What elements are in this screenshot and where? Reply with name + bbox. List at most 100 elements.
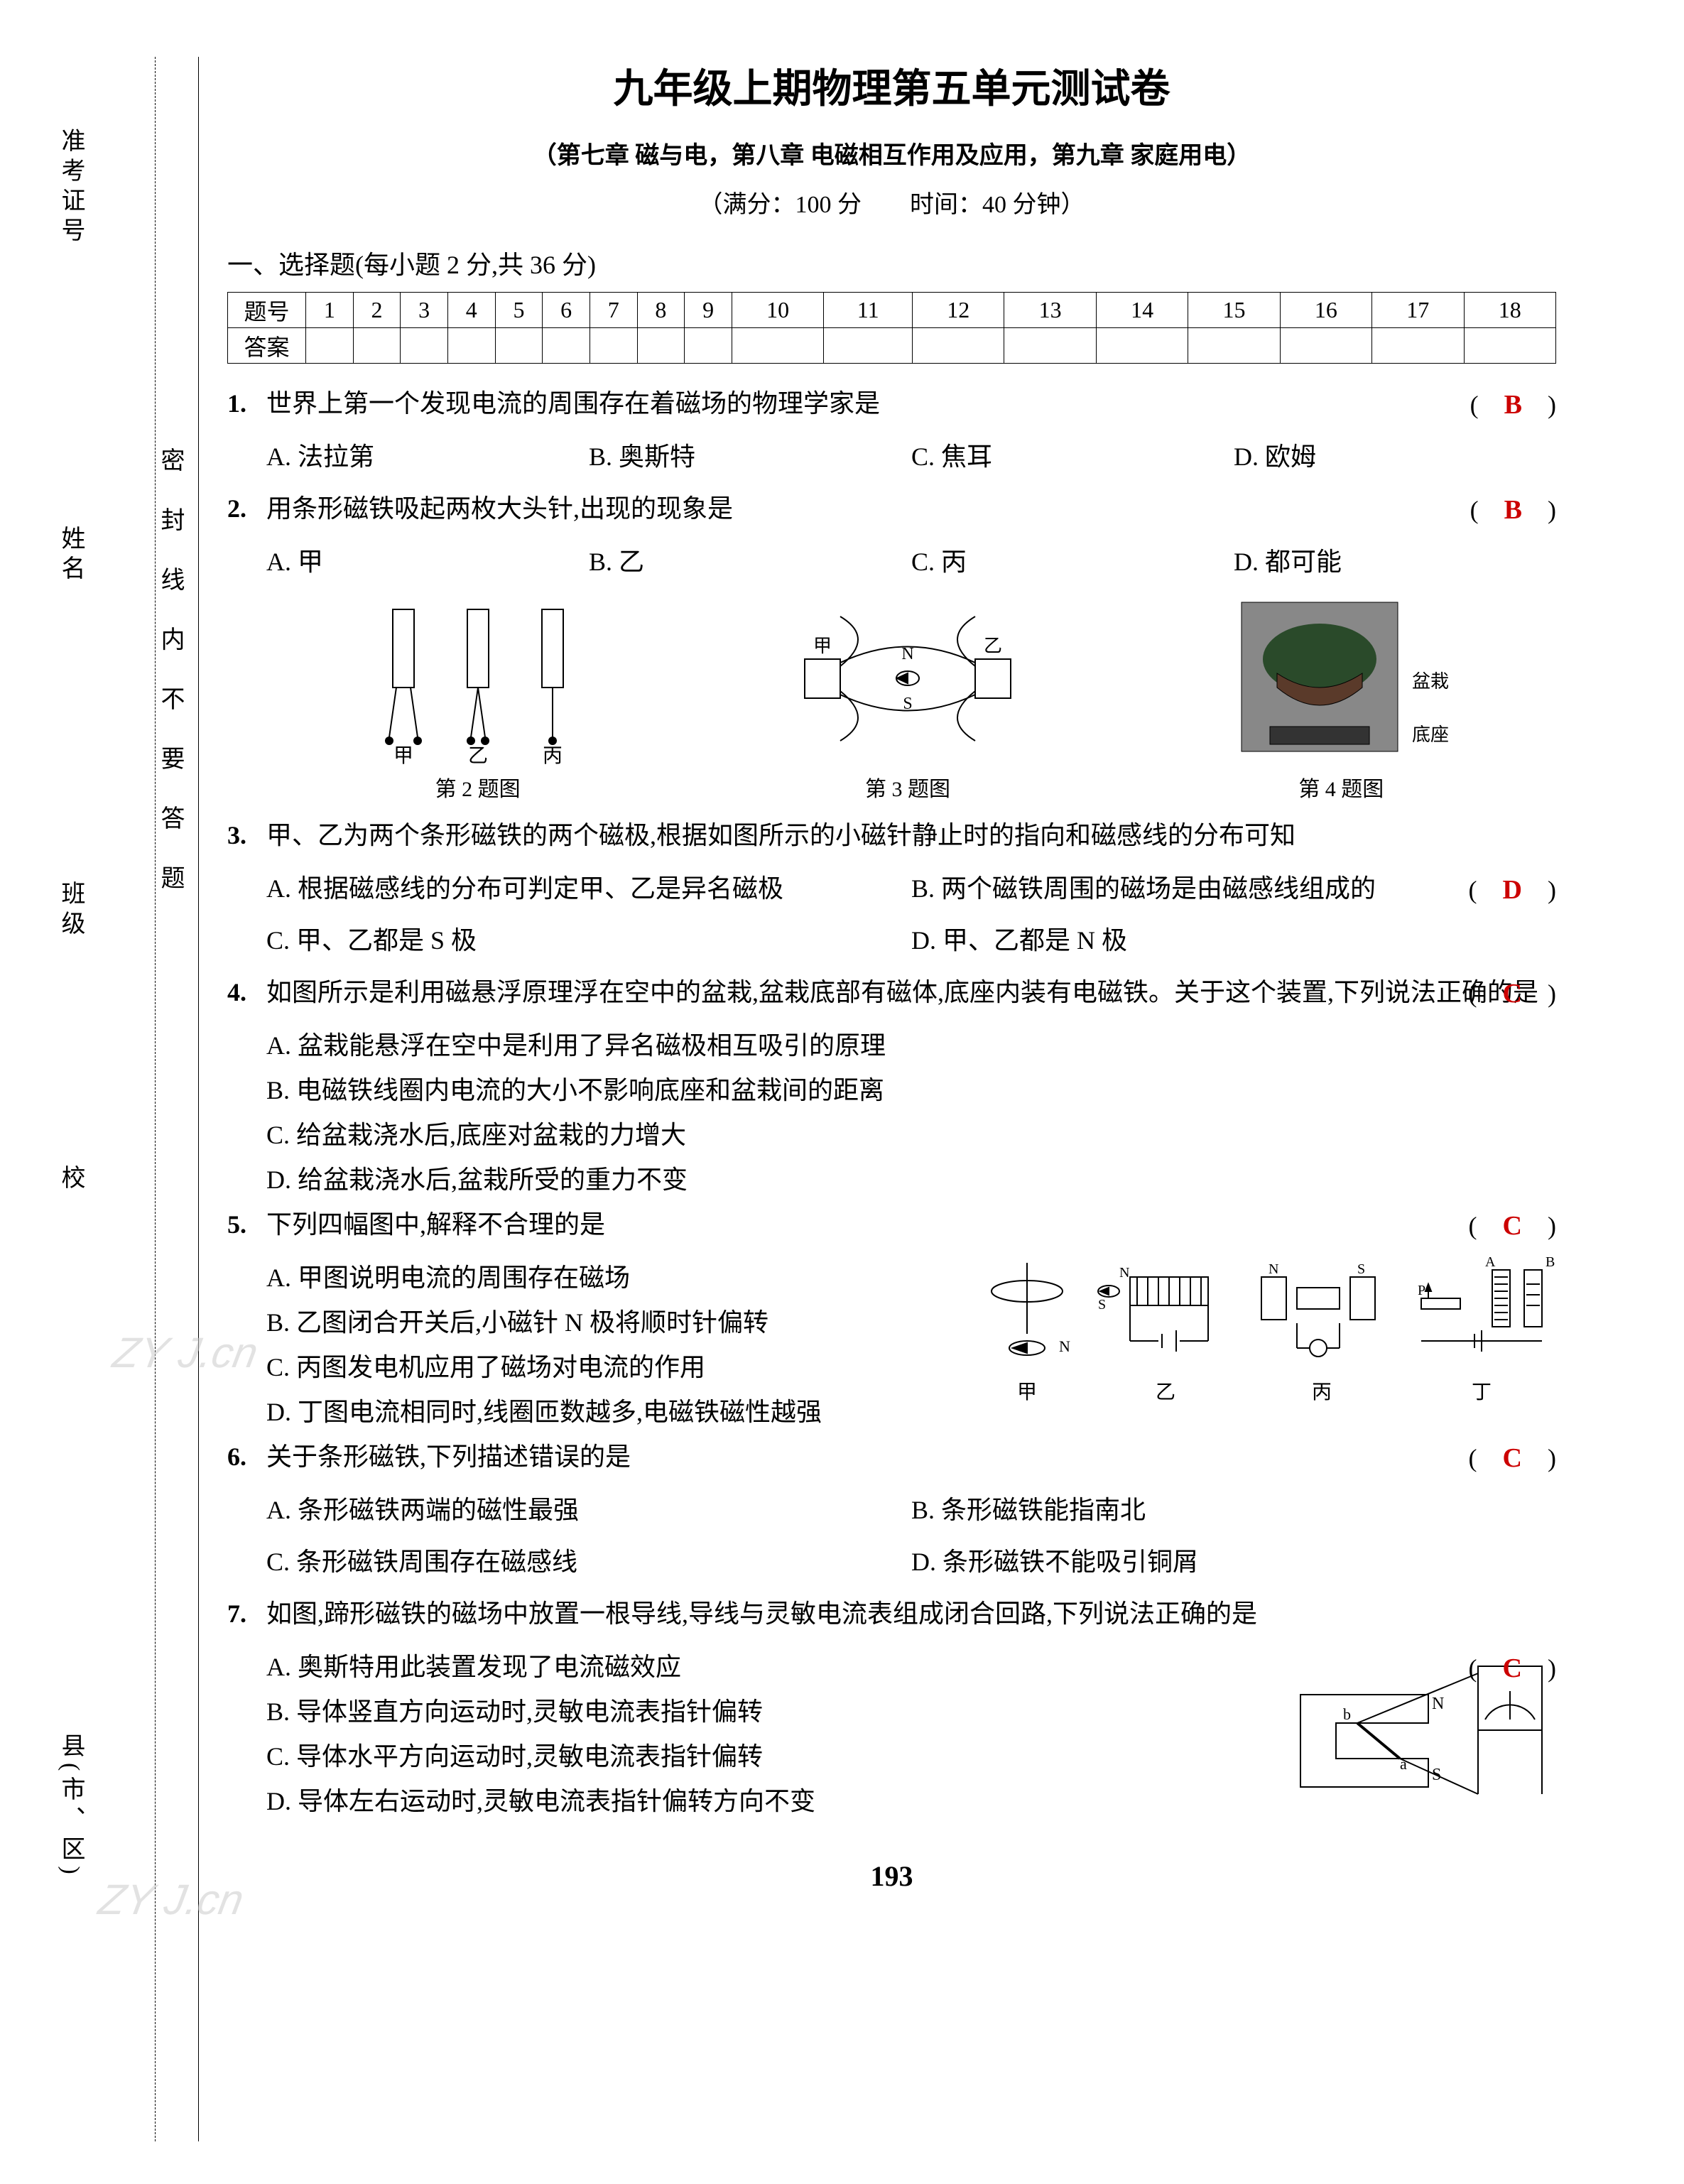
table-cell	[824, 328, 913, 364]
question-num: 5.	[227, 1202, 246, 1247]
question-num: 1.	[227, 381, 246, 426]
answer-letter: B	[1504, 495, 1522, 525]
table-cell: 17	[1372, 293, 1464, 328]
option-c: C. 给盆栽浇水后,底座对盆栽的力增大	[227, 1113, 1556, 1158]
svg-text:N: N	[1059, 1337, 1070, 1355]
fig-label: 甲	[977, 1376, 1077, 1405]
option-b: B. 电磁铁线圈内电流的大小不影响底座和盆栽间的距离	[227, 1068, 1556, 1113]
svg-text:B: B	[1546, 1256, 1555, 1270]
svg-text:乙: 乙	[984, 636, 1002, 656]
fig-label: 丙	[1254, 1376, 1389, 1405]
answer-letter: C	[1503, 979, 1522, 1009]
table-cell	[1096, 328, 1188, 364]
question-4: 4. 如图所示是利用磁悬浮原理浮在空中的盆栽,盆栽底部有磁体,底座内装有电磁铁。…	[227, 970, 1556, 1015]
figure-caption: 第 4 题图	[1227, 771, 1455, 803]
question-text: 世界上第一个发现电流的周围存在着磁场的物理学家是	[266, 389, 880, 418]
table-cell	[590, 328, 637, 364]
svg-text:乙: 乙	[468, 745, 488, 766]
levitating-plant-icon: 盆栽 底座	[1227, 595, 1455, 766]
table-cell: 5	[495, 293, 543, 328]
answer-paren: ( C )	[1469, 1202, 1556, 1250]
figure-caption: 第 3 题图	[791, 771, 1025, 803]
svg-text:N: N	[901, 645, 913, 663]
question-6: 6. 关于条形磁铁,下列描述错误的是 ( C )	[227, 1435, 1556, 1479]
answer-paren: ( B )	[1470, 381, 1556, 429]
fig-label: 乙	[1094, 1376, 1237, 1405]
table-cell	[447, 328, 495, 364]
magnet-pins-icon: 甲 乙 丙	[368, 595, 588, 766]
generator-icon: NS	[1254, 1256, 1389, 1376]
electromagnet-icon: A B P	[1407, 1256, 1556, 1376]
answer-letter: B	[1504, 390, 1522, 420]
option-a: A. 条形磁铁两端的磁性最强	[266, 1488, 911, 1533]
table-cell	[637, 328, 685, 364]
svg-text:P: P	[1418, 1283, 1425, 1298]
figure-q5d: ABP 丁	[1407, 1256, 1556, 1405]
svg-text:b: b	[1343, 1705, 1351, 1723]
options-row: A. 条形磁铁两端的磁性最强 B. 条形磁铁能指南北	[227, 1488, 1556, 1533]
question-num: 6.	[227, 1435, 246, 1479]
question-text: 关于条形磁铁,下列描述错误的是	[266, 1443, 631, 1471]
options-row: A. 法拉第 B. 奥斯特 C. 焦耳 D. 欧姆	[227, 435, 1556, 479]
table-cell-label: 题号	[228, 293, 306, 328]
table-cell	[1280, 328, 1371, 364]
q5-body: N 甲 NS 乙 NS 丙 ABP 丁 A. 甲图说明电流的周围存在磁场 B. …	[227, 1256, 1556, 1435]
field-lines-icon: 甲 乙 S N	[791, 595, 1025, 766]
page-subtitle: （第七章 磁与电，第八章 电磁相互作用及应用，第九章 家庭用电）	[227, 136, 1556, 170]
section1-header: 一、选择题(每小题 2 分,共 36 分)	[227, 244, 1556, 281]
answer-paren: ( D )	[1469, 866, 1556, 914]
svg-text:S: S	[903, 695, 912, 713]
svg-text:N: N	[1432, 1695, 1444, 1713]
table-cell	[1464, 328, 1556, 364]
table-cell: 12	[913, 293, 1004, 328]
option-a: A. 甲	[266, 540, 589, 585]
table-cell	[1372, 328, 1464, 364]
question-num: 3.	[227, 813, 246, 858]
svg-text:A: A	[1485, 1256, 1496, 1270]
figure-q3: 甲 乙 S N 第 3 题图	[791, 595, 1025, 803]
svg-text:S: S	[1098, 1297, 1106, 1313]
svg-text:甲: 甲	[813, 636, 832, 656]
solenoid-icon: NS	[1094, 1256, 1237, 1376]
option-d: D. 甲、乙都是 N 极	[911, 918, 1556, 963]
question-1: 1. 世界上第一个发现电流的周围存在着磁场的物理学家是 ( B )	[227, 381, 1556, 426]
table-cell	[401, 328, 448, 364]
option-b: B. 乙	[589, 540, 911, 585]
options-row: C. 甲、乙都是 S 极 D. 甲、乙都是 N 极	[227, 918, 1556, 963]
question-text: 如图,蹄形磁铁的磁场中放置一根导线,导线与灵敏电流表组成闭合回路,下列说法正确的…	[266, 1599, 1257, 1628]
question-2: 2. 用条形磁铁吸起两枚大头针,出现的现象是 ( B )	[227, 487, 1556, 531]
option-d: D. 条形磁铁不能吸引铜屑	[911, 1540, 1556, 1585]
option-c: C. 条形磁铁周围存在磁感线	[266, 1540, 911, 1585]
options-row: A. 甲 B. 乙 C. 丙 D. 都可能	[227, 540, 1556, 585]
question-num: 2.	[227, 487, 246, 531]
options-row: A. 根据磁感线的分布可判定甲、乙是异名磁极 B. 两个磁铁周围的磁场是由磁感线…	[227, 866, 1556, 911]
table-cell: 6	[543, 293, 590, 328]
option-d: D. 给盆栽浇水后,盆栽所受的重力不变	[227, 1158, 1556, 1202]
svg-text:丙: 丙	[543, 745, 563, 766]
table-row: 答案	[228, 328, 1556, 364]
option-d: D. 欧姆	[1234, 435, 1556, 479]
page-number: 193	[227, 1859, 1556, 1893]
table-cell: 11	[824, 293, 913, 328]
question-text: 如图所示是利用磁悬浮原理浮在空中的盆栽,盆栽底部有磁体,底座内装有电磁铁。关于这…	[266, 978, 1538, 1006]
figure-q2: 甲 乙 丙 第 2 题图	[368, 595, 588, 803]
table-cell	[353, 328, 401, 364]
table-cell	[685, 328, 732, 364]
option-b: B. 奥斯特	[589, 435, 911, 479]
svg-text:N: N	[1119, 1265, 1129, 1281]
option-c: C. 焦耳	[911, 435, 1234, 479]
exam-page: 九年级上期物理第五单元测试卷 （第七章 磁与电，第八章 电磁相互作用及应用，第九…	[0, 0, 1684, 1935]
table-cell: 1	[306, 293, 354, 328]
table-cell: 10	[732, 293, 823, 328]
answer-letter: D	[1503, 875, 1522, 905]
table-cell	[913, 328, 1004, 364]
figure-q4: 盆栽 底座 第 4 题图	[1227, 595, 1455, 803]
table-cell: 18	[1464, 293, 1556, 328]
answer-letter: C	[1503, 1653, 1522, 1683]
question-text: 下列四幅图中,解释不合理的是	[266, 1210, 605, 1239]
table-cell-label: 答案	[228, 328, 306, 364]
svg-text:盆栽: 盆栽	[1412, 671, 1449, 692]
table-cell: 16	[1280, 293, 1371, 328]
figure-q5a: N 甲	[977, 1256, 1077, 1405]
table-cell: 13	[1004, 293, 1096, 328]
